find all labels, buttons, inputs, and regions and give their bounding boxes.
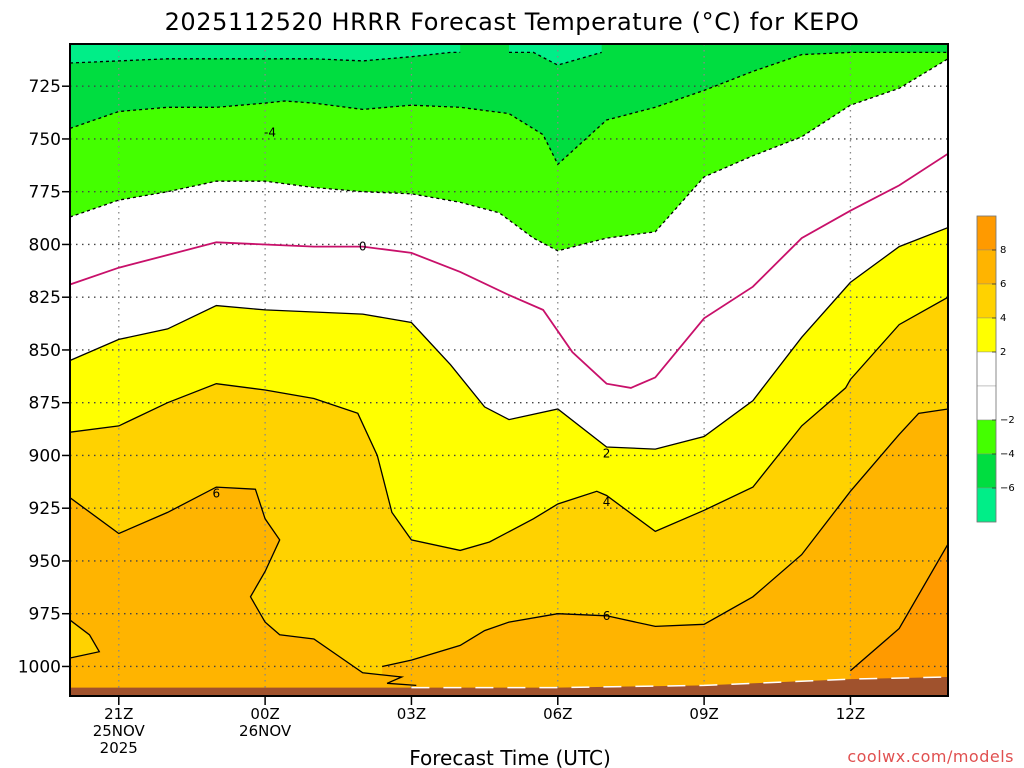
isotherm-p6	[70, 486, 417, 687]
contour-label-3: 4	[603, 495, 611, 509]
contour-label-5: 6	[603, 609, 611, 623]
contour-label-1: 0	[359, 240, 367, 254]
fill-band-6-to-8-west	[70, 487, 417, 696]
fill-band-4-to-6	[70, 297, 948, 696]
isotherm-p6c	[70, 619, 101, 659]
fill-band-4-to-6-pocket	[70, 620, 100, 658]
isotherm-layer	[70, 51, 948, 687]
x-tick-label-09Z: 09Z	[689, 705, 718, 723]
colorbar-frame	[976, 215, 997, 523]
temperature-fill-layer	[70, 44, 948, 696]
grid-layer	[70, 44, 948, 696]
colorbar-swatch-8	[976, 215, 997, 251]
fill-band-below-minus6-east	[509, 44, 602, 66]
x-tick-date-21Z: 25NOV	[93, 722, 146, 740]
colorbar-label-3: 2	[1000, 347, 1006, 358]
contour-label-0: -4	[264, 126, 276, 140]
isotherm-p6b	[382, 408, 948, 668]
colorbar: 8 6 4 2 −2 −4 −6	[976, 215, 1015, 523]
colorbar-label-5: −4	[1000, 449, 1015, 460]
y-tick-label-900: 900	[29, 446, 61, 466]
colorbar-label-2: 4	[1000, 313, 1006, 324]
colorbar-label-6: −6	[1000, 483, 1015, 494]
x-tick-label-12Z: 12Z	[836, 705, 865, 723]
x-axis-title: Forecast Time (UTC)	[409, 746, 611, 768]
credit-text: coolwx.com/models	[847, 747, 1014, 766]
x-tick-label-21Z: 21Z	[104, 705, 133, 723]
ground-below-surface	[70, 677, 948, 696]
fill-band-above-8	[850, 544, 948, 696]
y-tick-label-750: 750	[29, 130, 61, 150]
colorbar-label-4: −2	[1000, 415, 1015, 426]
y-axis: 725 750 775 800 825 850 875 900 925 950 975 1000	[18, 77, 70, 677]
colorbar-swatch--4	[976, 419, 997, 455]
y-tick-label-950: 950	[29, 552, 61, 572]
contour-label-4: 6	[213, 486, 221, 500]
y-tick-label-1000: 1000	[18, 657, 61, 677]
ground-layer	[70, 676, 948, 696]
contour-label-2: 2	[603, 446, 611, 460]
fill-band-6-to-8-east	[382, 409, 948, 696]
plot-frame	[69, 43, 949, 697]
colorbar-swatch--8	[976, 487, 997, 523]
isotherm-m6b	[509, 51, 602, 66]
colorbar-label-0: 8	[1000, 245, 1006, 256]
x-tick-label-06Z: 06Z	[543, 705, 572, 723]
colorbar-label-1: 6	[1000, 279, 1006, 290]
y-tick-label-800: 800	[29, 235, 61, 255]
y-tick-label-775: 775	[29, 183, 61, 203]
y-tick-label-850: 850	[29, 341, 61, 361]
colorbar-swatch-0	[976, 351, 997, 387]
x-tick-date-00Z: 26NOV	[239, 722, 292, 740]
x-tick-year-21Z: 2025	[100, 739, 138, 757]
isotherm-p4	[70, 296, 948, 552]
colorbar-swatch--2	[976, 385, 997, 421]
y-tick-label-975: 975	[29, 605, 61, 625]
contour-label-layer: -4 0 2 4 6 6	[213, 126, 611, 623]
isotherm-p2	[70, 226, 948, 450]
isotherm-p8	[849, 543, 948, 672]
y-tick-label-825: 825	[29, 288, 61, 308]
y-tick-label-725: 725	[29, 77, 61, 97]
y-tick-label-875: 875	[29, 394, 61, 414]
isotherm-m2	[70, 58, 948, 252]
y-tick-label-925: 925	[29, 499, 61, 519]
colorbar-swatch-4	[976, 283, 997, 319]
chart-title: 2025112520 HRRR Forecast Temperature (°C…	[165, 8, 860, 36]
x-tick-label-00Z: 00Z	[250, 705, 279, 723]
surface-line	[411, 676, 948, 689]
x-tick-label-03Z: 03Z	[397, 705, 426, 723]
colorbar-swatch--6	[976, 453, 997, 489]
colorbar-swatch-2	[976, 317, 997, 353]
colorbar-swatch-6	[976, 249, 997, 285]
isotherm-z0	[70, 152, 948, 389]
isotherm-m6	[70, 51, 461, 64]
